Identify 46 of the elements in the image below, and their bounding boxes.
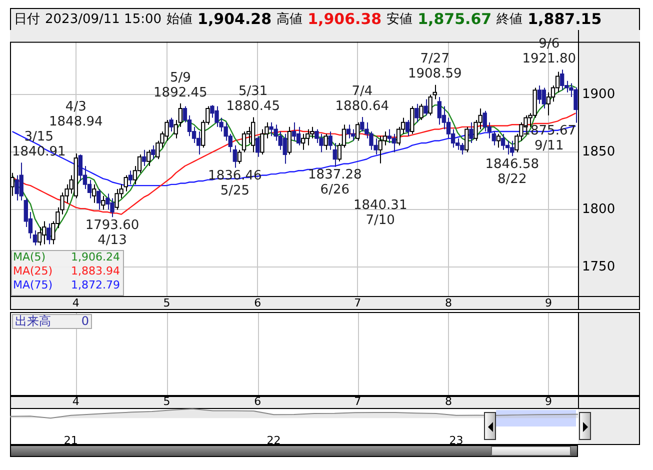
category-label: 9	[544, 395, 552, 408]
y-tick-label: 1900	[582, 87, 616, 102]
annotation: 1,872.79	[71, 278, 120, 292]
category-label: 7	[354, 395, 362, 408]
x-tick-label: 8	[444, 296, 452, 310]
text: 5/9 1892.45	[154, 70, 208, 100]
text: 2023/09/11 15:00	[45, 11, 162, 28]
x-tick-label: 5	[163, 296, 170, 310]
x-tick-label: 4	[72, 296, 80, 310]
text: 日付	[14, 11, 40, 28]
x-tick-label: 23	[449, 434, 464, 447]
text: 始値	[166, 11, 193, 28]
x-tick-label: 9	[544, 296, 552, 310]
category-label: 5	[163, 395, 170, 408]
annotation: 1,906.24	[71, 250, 120, 264]
text: 1,887.15	[528, 10, 602, 28]
text: 1793.60 4/13	[85, 218, 140, 248]
text: 5/31 1880.45	[226, 84, 280, 114]
text: 終値	[496, 11, 523, 28]
text: 安値	[386, 11, 413, 28]
x-tick-label: 21	[64, 434, 78, 447]
x-tick-label: 7	[354, 296, 362, 310]
text: 0	[81, 314, 89, 328]
category-label: 4	[72, 395, 80, 408]
text: 7/27 1908.59	[408, 52, 462, 82]
text: MA(75)	[13, 278, 53, 292]
text: 1,904.28	[198, 10, 272, 28]
y-tick-label: 1750	[582, 260, 616, 275]
x-tick-label: 22	[266, 434, 281, 447]
text: 7/4 1880.64	[335, 84, 390, 114]
x-tick-label: 6	[254, 296, 262, 310]
text: 1837.28 6/26	[308, 168, 362, 198]
y-tick-label: 1800	[582, 202, 616, 218]
category-label: 6	[254, 395, 262, 408]
text: 出来高	[15, 314, 51, 328]
y-tick-label: 1850	[582, 144, 616, 160]
text: 高値	[276, 11, 303, 28]
text: 1,875.67	[418, 10, 492, 28]
annotation: 1,883.94	[71, 264, 120, 278]
text: 1,906.38	[308, 10, 382, 28]
text: 1846.58 8/22	[485, 157, 539, 188]
text: MA(25)	[13, 264, 53, 278]
category-label: 8	[444, 395, 452, 408]
series-label: MA(5)	[13, 250, 46, 264]
text: 4/3 1848.94	[49, 99, 103, 130]
text: 1840.31 7/10	[353, 198, 408, 228]
